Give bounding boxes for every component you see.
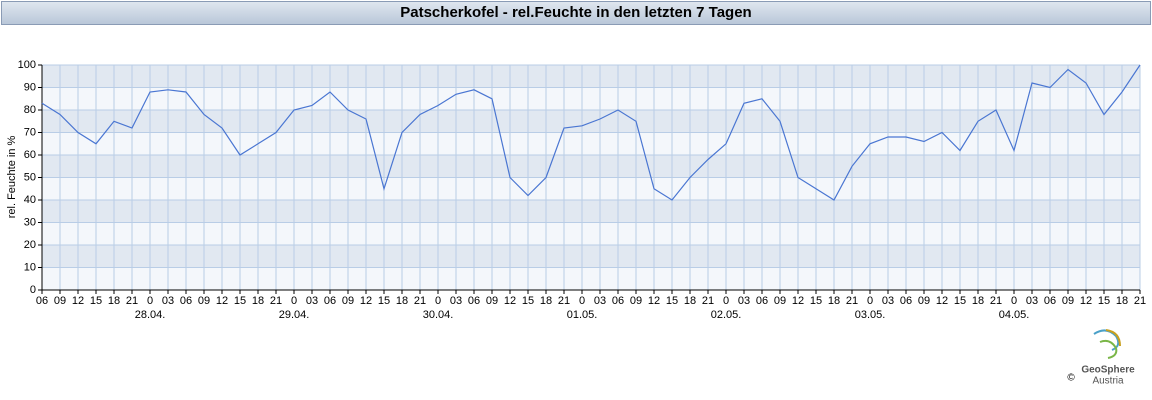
x-tick-label: 12 bbox=[648, 295, 660, 307]
x-tick-label: 09 bbox=[342, 295, 354, 307]
logo-name: GeoSphere bbox=[1081, 365, 1135, 376]
y-tick-label: 50 bbox=[24, 171, 36, 183]
x-tick-label: 06 bbox=[468, 295, 480, 307]
x-tick-label: 03 bbox=[306, 295, 318, 307]
x-tick-label: 15 bbox=[90, 295, 102, 307]
x-tick-label: 06 bbox=[612, 295, 624, 307]
x-tick-label: 21 bbox=[414, 295, 426, 307]
x-tick-label: 21 bbox=[558, 295, 570, 307]
band bbox=[42, 200, 1140, 223]
band bbox=[42, 110, 1140, 133]
y-tick-label: 60 bbox=[24, 149, 36, 161]
x-tick-label: 06 bbox=[324, 295, 336, 307]
y-tick-label: 80 bbox=[24, 104, 36, 116]
x-tick-label: 0 bbox=[867, 295, 873, 307]
y-tick-label: 40 bbox=[24, 194, 36, 206]
x-tick-label: 03 bbox=[882, 295, 894, 307]
x-tick-label: 18 bbox=[108, 295, 120, 307]
x-tick-label: 15 bbox=[810, 295, 822, 307]
x-tick-label: 09 bbox=[630, 295, 642, 307]
x-tick-label: 15 bbox=[954, 295, 966, 307]
y-tick-label: 90 bbox=[24, 81, 36, 93]
x-tick-label: 12 bbox=[792, 295, 804, 307]
x-tick-label: 06 bbox=[900, 295, 912, 307]
x-tick-label: 15 bbox=[1098, 295, 1110, 307]
date-label: 01.05. bbox=[567, 309, 598, 321]
x-tick-label: 18 bbox=[1116, 295, 1128, 307]
x-tick-label: 18 bbox=[828, 295, 840, 307]
y-tick-label: 100 bbox=[18, 59, 36, 71]
y-tick-label: 70 bbox=[24, 126, 36, 138]
logo-icon bbox=[1093, 329, 1121, 359]
x-tick-label: 0 bbox=[291, 295, 297, 307]
x-tick-label: 09 bbox=[1062, 295, 1074, 307]
x-tick-label: 0 bbox=[723, 295, 729, 307]
x-tick-label: 0 bbox=[147, 295, 153, 307]
x-tick-label: 03 bbox=[738, 295, 750, 307]
x-tick-label: 18 bbox=[540, 295, 552, 307]
x-tick-label: 12 bbox=[360, 295, 372, 307]
data-line bbox=[41, 64, 1141, 201]
x-tick-label: 21 bbox=[846, 295, 858, 307]
x-tick-label: 0 bbox=[435, 295, 441, 307]
x-tick-label: 12 bbox=[936, 295, 948, 307]
x-tick-label: 21 bbox=[126, 295, 138, 307]
x-tick-label: 06 bbox=[1044, 295, 1056, 307]
y-tick-label: 0 bbox=[30, 284, 36, 296]
x-tick-label: 03 bbox=[1026, 295, 1038, 307]
chart-title: Patscherkofel - rel.Feuchte in den letzt… bbox=[1, 1, 1151, 25]
y-tick-label: 20 bbox=[24, 239, 36, 251]
x-tick-label: 09 bbox=[198, 295, 210, 307]
x-tick-label: 09 bbox=[54, 295, 66, 307]
x-tick-label: 09 bbox=[774, 295, 786, 307]
x-tick-label: 15 bbox=[522, 295, 534, 307]
x-tick-label: 03 bbox=[594, 295, 606, 307]
x-tick-label: 03 bbox=[450, 295, 462, 307]
x-tick-label: 18 bbox=[252, 295, 264, 307]
x-tick-label: 21 bbox=[702, 295, 714, 307]
x-tick-label: 21 bbox=[270, 295, 282, 307]
x-tick-label: 21 bbox=[990, 295, 1002, 307]
x-tick-label: 09 bbox=[486, 295, 498, 307]
date-label: 02.05. bbox=[711, 309, 742, 321]
date-label: 03.05. bbox=[855, 309, 886, 321]
date-label: 30.04. bbox=[423, 309, 454, 321]
date-label: 28.04. bbox=[135, 309, 166, 321]
y-axis-label: rel. Feuchte in % bbox=[6, 136, 18, 219]
x-tick-label: 12 bbox=[72, 295, 84, 307]
x-tick-label: 15 bbox=[234, 295, 246, 307]
copyright: © bbox=[1067, 373, 1075, 384]
x-tick-label: 18 bbox=[684, 295, 696, 307]
band bbox=[42, 155, 1140, 178]
x-tick-label: 21 bbox=[1134, 295, 1146, 307]
logo-sub: Austria bbox=[1092, 376, 1124, 387]
x-tick-label: 0 bbox=[1011, 295, 1017, 307]
date-label: 29.04. bbox=[279, 309, 310, 321]
y-tick-label: 10 bbox=[24, 261, 36, 273]
x-tick-label: 06 bbox=[756, 295, 768, 307]
x-tick-label: 12 bbox=[504, 295, 516, 307]
x-tick-label: 12 bbox=[1080, 295, 1092, 307]
x-tick-label: 06 bbox=[36, 295, 48, 307]
x-tick-label: 18 bbox=[972, 295, 984, 307]
x-tick-label: 15 bbox=[666, 295, 678, 307]
x-tick-label: 06 bbox=[180, 295, 192, 307]
band bbox=[42, 65, 1140, 88]
y-tick-label: 30 bbox=[24, 216, 36, 228]
band bbox=[42, 245, 1140, 268]
x-tick-label: 12 bbox=[216, 295, 228, 307]
date-label: 04.05. bbox=[999, 309, 1030, 321]
x-tick-label: 0 bbox=[579, 295, 585, 307]
x-tick-label: 18 bbox=[396, 295, 408, 307]
x-tick-label: 03 bbox=[162, 295, 174, 307]
x-tick-label: 15 bbox=[378, 295, 390, 307]
x-tick-label: 09 bbox=[918, 295, 930, 307]
